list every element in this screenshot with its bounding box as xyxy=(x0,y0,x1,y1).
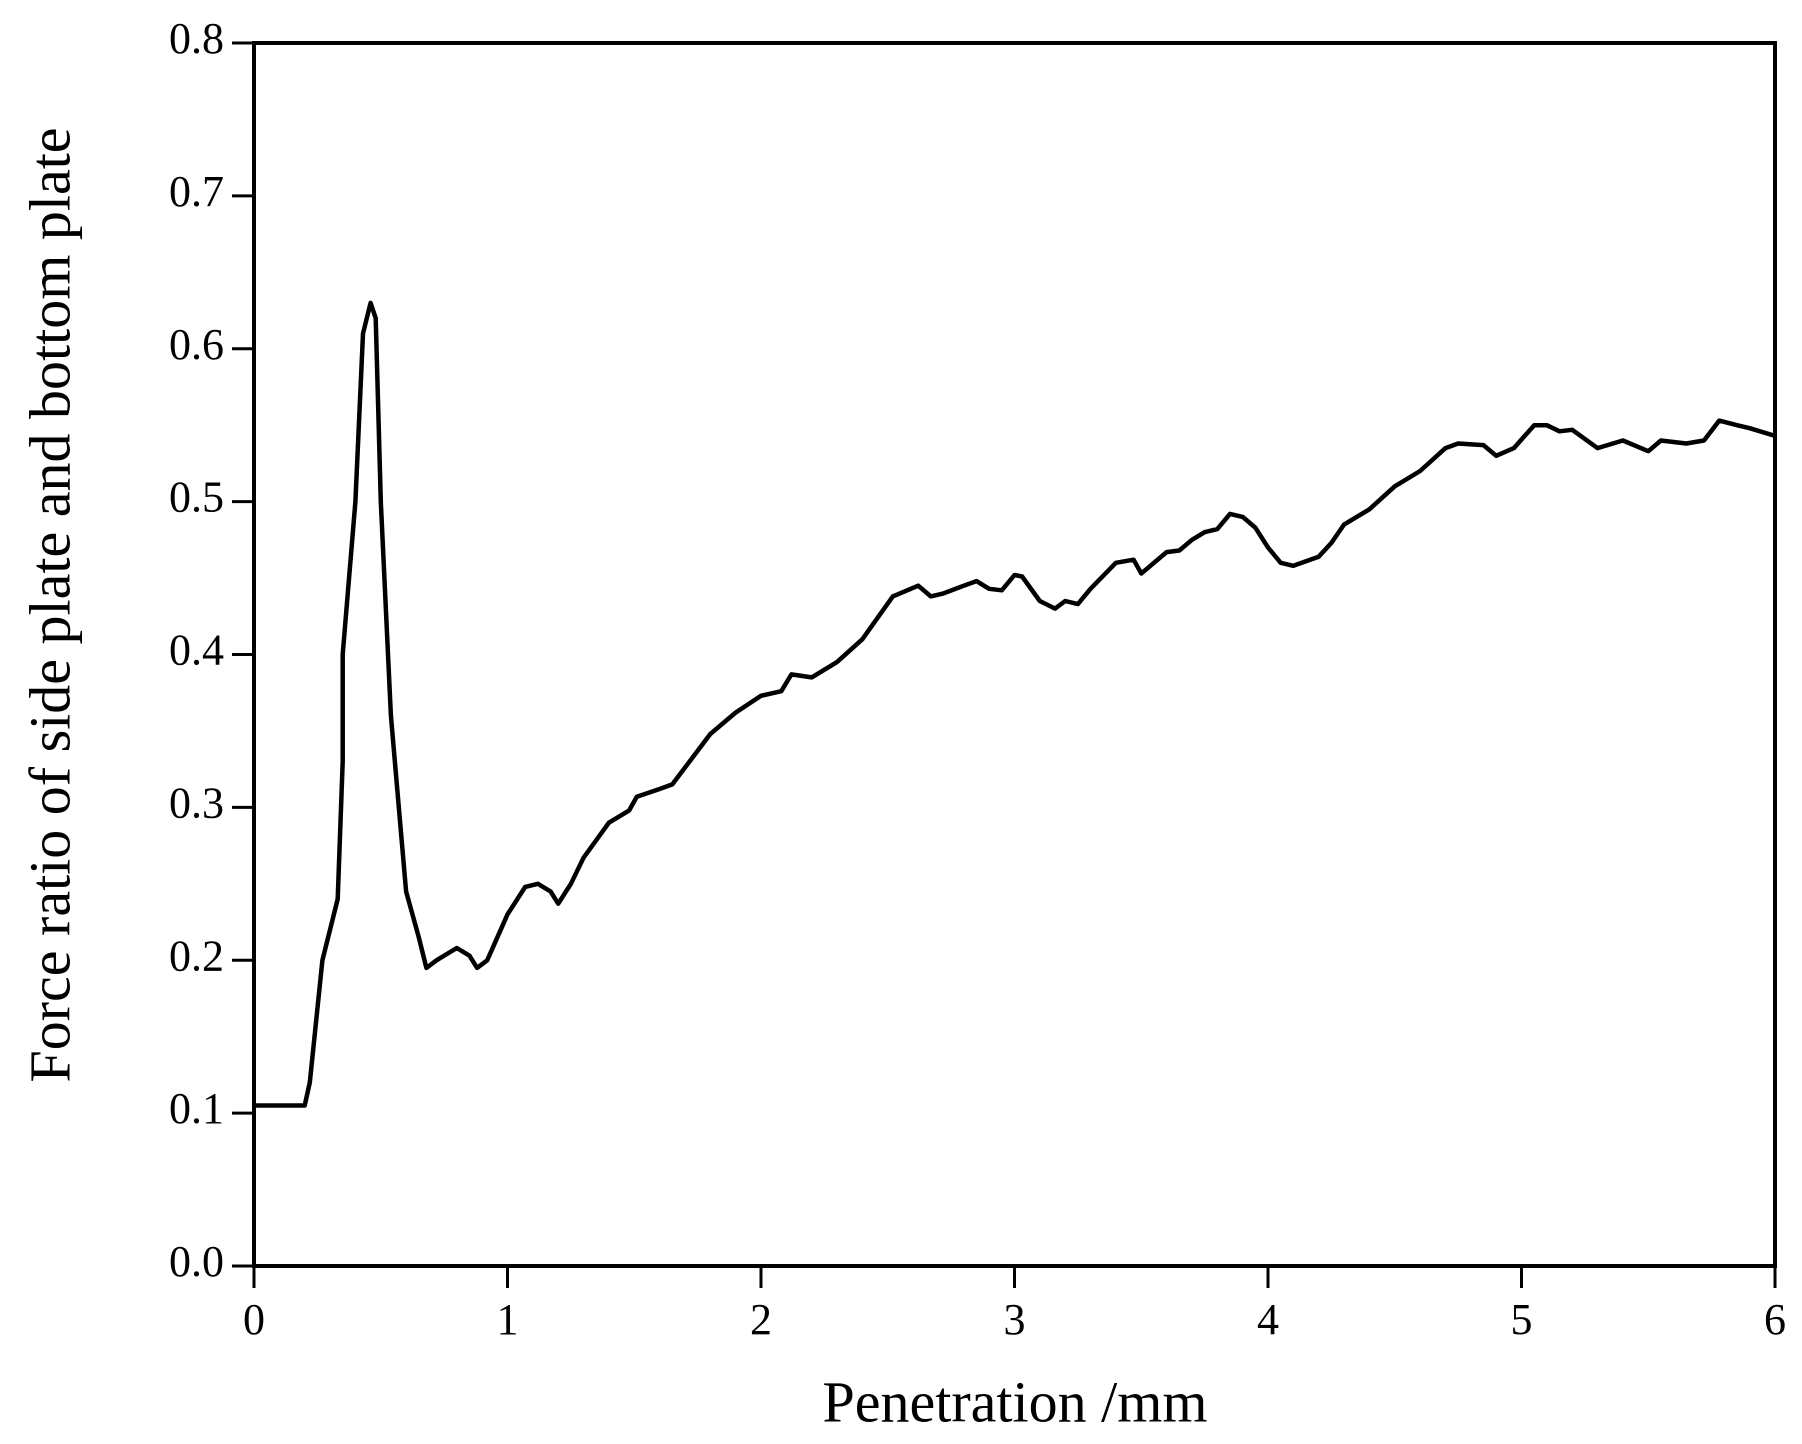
y-tick-label: 0.6 xyxy=(169,320,224,369)
x-tick-label: 4 xyxy=(1257,1295,1279,1344)
x-tick-label: 2 xyxy=(750,1295,772,1344)
x-tick-label: 0 xyxy=(243,1295,265,1344)
y-tick-label: 0.2 xyxy=(169,931,224,980)
y-tick-label: 0.8 xyxy=(169,14,224,63)
y-tick-label: 0.0 xyxy=(169,1237,224,1286)
x-tick-label: 6 xyxy=(1764,1295,1786,1344)
y-tick-label: 0.7 xyxy=(169,167,224,216)
x-tick-label: 3 xyxy=(1004,1295,1026,1344)
x-tick-label: 1 xyxy=(497,1295,519,1344)
y-tick-label: 0.1 xyxy=(169,1084,224,1133)
plot-frame xyxy=(252,41,1777,1268)
y-axis-title: Force ratio of side plate and bottom pla… xyxy=(17,127,82,1082)
data-line xyxy=(254,300,1776,1108)
x-tick-label: 5 xyxy=(1511,1295,1533,1344)
y-tick-label: 0.5 xyxy=(169,473,224,522)
y-tick-label: 0.3 xyxy=(169,778,224,827)
y-tick-label: 0.4 xyxy=(169,626,224,675)
x-axis-title: Penetration /mm xyxy=(823,1369,1208,1434)
